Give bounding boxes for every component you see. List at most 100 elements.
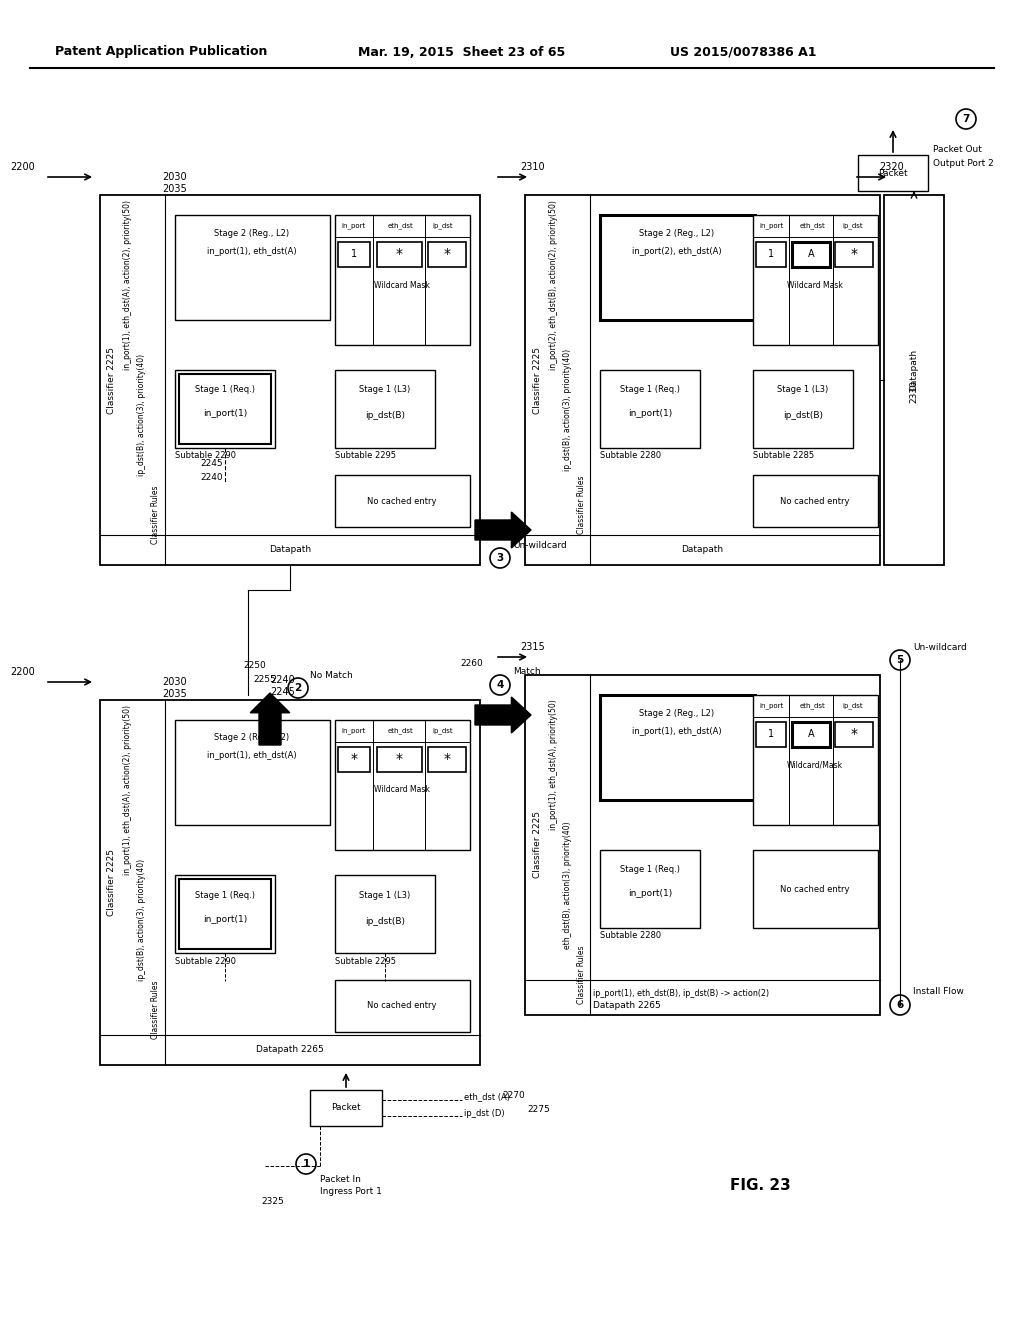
Text: 2320: 2320 [879,162,904,172]
Bar [600,696,755,800]
Text: 1: 1 [768,729,774,739]
Text: No cached entry: No cached entry [780,884,850,894]
Text: 2275: 2275 [527,1106,550,1114]
Text: Subtable 2290: Subtable 2290 [175,451,236,461]
Text: eth_dst: eth_dst [387,223,413,230]
Text: Packet: Packet [331,1104,360,1113]
Text: A: A [808,729,814,739]
Bar [428,242,466,267]
FancyArrow shape [475,512,531,548]
Text: 6: 6 [896,1001,903,1010]
Bar [338,747,370,772]
Text: 2255: 2255 [253,676,275,685]
Bar [600,215,755,319]
Text: 2245: 2245 [200,458,222,467]
Bar [179,879,271,949]
Text: ip_port(1), eth_dst(B), ip_dst(B) -> action(2): ip_port(1), eth_dst(B), ip_dst(B) -> act… [593,989,769,998]
Text: 2315: 2315 [520,642,545,652]
Text: Wildcard Mask: Wildcard Mask [374,281,430,289]
Text: Classifier Rules: Classifier Rules [577,475,586,535]
Text: Datapath 2265: Datapath 2265 [256,1045,324,1055]
Text: Datapath 2265: Datapath 2265 [593,1001,660,1010]
Text: Un-wildcard: Un-wildcard [513,540,566,549]
Text: A: A [808,249,814,259]
Bar [377,242,422,267]
Bar [753,850,878,928]
Text: Stage 1 (L3): Stage 1 (L3) [777,385,828,395]
Text: Subtable 2290: Subtable 2290 [175,957,236,965]
Text: in_port(2), eth_dst(B), action(2), priority(50): in_port(2), eth_dst(B), action(2), prior… [549,201,557,370]
Text: eth_dst: eth_dst [387,727,413,734]
Text: ip_dst: ip_dst [843,702,863,709]
Text: 2200: 2200 [10,162,35,172]
Text: US 2015/0078386 A1: US 2015/0078386 A1 [670,45,816,58]
Text: FIG. 23: FIG. 23 [730,1177,791,1192]
Bar [756,722,786,747]
Text: 2240: 2240 [270,675,295,685]
Bar [100,700,480,1065]
Text: Match: Match [513,668,541,676]
Text: in_port: in_port [341,223,366,230]
Text: No cached entry: No cached entry [368,496,437,506]
Text: in_port: in_port [759,702,783,709]
Text: Stage 2 (Reg., L2): Stage 2 (Reg., L2) [639,228,715,238]
Text: *: * [443,752,451,766]
Text: Install Flow: Install Flow [913,987,964,997]
Text: eth_dst: eth_dst [800,702,826,709]
Text: 2030: 2030 [162,172,186,182]
Bar [792,722,830,747]
Text: No cached entry: No cached entry [780,496,850,506]
Bar [525,195,880,565]
Text: No cached entry: No cached entry [368,1002,437,1011]
Text: *: * [395,247,402,261]
Text: 2035: 2035 [162,689,186,700]
Text: in_port(1): in_port(1) [203,409,247,418]
Bar [335,475,470,527]
Text: in_port(1), eth_dst(A), action(2), priority(50): in_port(1), eth_dst(A), action(2), prior… [124,705,132,875]
Text: Stage 1 (L3): Stage 1 (L3) [359,385,411,395]
Text: Un-wildcard: Un-wildcard [913,643,967,652]
Text: Patent Application Publication: Patent Application Publication [55,45,267,58]
Bar [175,875,275,953]
Text: 1: 1 [768,249,774,259]
Bar [335,719,470,850]
Text: in_port: in_port [341,727,366,734]
Text: No Match: No Match [310,672,352,681]
Text: Packet Out: Packet Out [933,145,982,154]
Text: ip_dst(B), action(3), priority(40): ip_dst(B), action(3), priority(40) [137,354,146,477]
Text: Wildcard Mask: Wildcard Mask [787,281,843,289]
Text: 2260: 2260 [460,659,482,668]
Text: *: * [443,247,451,261]
Text: ip_dst (D): ip_dst (D) [464,1109,505,1118]
Text: in_port(1), eth_dst(A), priority(50): in_port(1), eth_dst(A), priority(50) [549,700,557,830]
Text: 2: 2 [294,682,302,693]
Bar [884,195,944,565]
FancyArrow shape [250,693,290,744]
Bar [600,850,700,928]
Text: *: * [395,752,402,766]
Text: Stage 1 (L3): Stage 1 (L3) [359,891,411,899]
Bar [310,1090,382,1126]
Text: ip_dst(B): ip_dst(B) [783,412,823,421]
Text: in_port(1): in_port(1) [203,915,247,924]
Text: Classifier 2225: Classifier 2225 [532,346,542,413]
Text: Stage 1 (Req.): Stage 1 (Req.) [620,385,680,395]
Text: 2035: 2035 [162,183,186,194]
Text: ip_dst(B): ip_dst(B) [365,916,406,925]
Text: Stage 1 (Req.): Stage 1 (Req.) [195,891,255,899]
Text: 4: 4 [497,680,504,690]
Bar [175,370,275,447]
Text: 7: 7 [963,114,970,124]
Text: 1: 1 [302,1159,309,1170]
Bar [335,979,470,1032]
Text: Subtable 2295: Subtable 2295 [335,451,396,461]
Bar [753,696,878,825]
Text: 2200: 2200 [10,667,35,677]
Text: 2030: 2030 [162,677,186,686]
Text: ip_dst: ip_dst [433,223,454,230]
Text: Datapath: Datapath [269,545,311,554]
Bar [756,242,786,267]
Text: Subtable 2280: Subtable 2280 [600,451,662,461]
Bar [428,747,466,772]
Text: Subtable 2285: Subtable 2285 [753,451,814,461]
